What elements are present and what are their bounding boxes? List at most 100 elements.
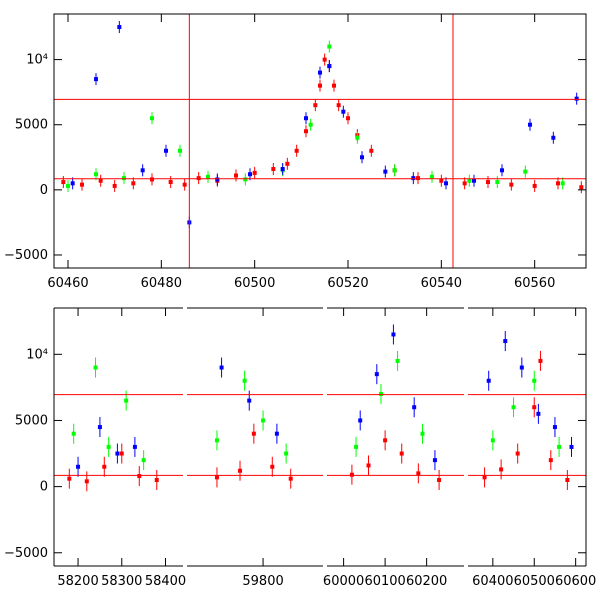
- data-marker: [336, 103, 341, 108]
- data-point: [332, 79, 336, 92]
- data-marker: [182, 182, 187, 187]
- data-marker: [416, 471, 421, 476]
- data-marker: [569, 444, 574, 449]
- data-point: [366, 455, 371, 476]
- data-marker: [354, 444, 359, 449]
- data-point: [579, 181, 584, 194]
- data-point: [391, 324, 396, 345]
- data-marker: [523, 169, 528, 174]
- data-point: [532, 179, 537, 192]
- data-marker: [420, 431, 425, 436]
- data-point: [196, 172, 201, 185]
- data-marker: [270, 464, 275, 469]
- data-marker: [532, 405, 537, 410]
- data-point: [532, 370, 537, 391]
- data-marker: [137, 474, 142, 479]
- data-point: [360, 151, 364, 164]
- data-marker: [234, 173, 238, 178]
- axis-segment: 59800: [187, 307, 323, 589]
- data-marker: [574, 96, 579, 101]
- data-point: [383, 430, 388, 451]
- data-marker: [430, 174, 434, 179]
- data-marker: [132, 444, 137, 449]
- data-marker: [214, 438, 219, 443]
- data-point: [288, 468, 293, 489]
- data-point: [439, 174, 444, 187]
- data-point: [164, 144, 168, 157]
- data-marker: [383, 169, 388, 174]
- data-marker: [548, 458, 553, 463]
- series-red: [67, 443, 159, 492]
- data-marker: [467, 178, 472, 183]
- data-point: [532, 397, 537, 418]
- data-point: [238, 460, 243, 481]
- data-point: [437, 470, 442, 490]
- data-marker: [509, 182, 514, 187]
- data-point: [499, 459, 504, 480]
- data-point: [215, 173, 220, 186]
- data-point: [141, 450, 146, 471]
- x-tick-label: 60520: [327, 276, 368, 291]
- data-point: [500, 164, 504, 177]
- series-green: [71, 357, 146, 471]
- data-marker: [106, 444, 111, 449]
- data-marker: [482, 475, 487, 480]
- data-marker: [61, 180, 66, 185]
- data-marker: [119, 451, 124, 456]
- data-marker: [432, 458, 437, 463]
- data-marker: [80, 182, 84, 187]
- data-point: [430, 170, 434, 183]
- data-point: [80, 178, 84, 191]
- data-marker: [346, 116, 350, 121]
- axis-segment: 60400 60500 60600: [468, 307, 596, 589]
- data-marker: [528, 122, 532, 127]
- data-marker: [327, 64, 332, 69]
- y-tick-label: 5000: [15, 118, 48, 133]
- data-point: [444, 177, 448, 190]
- top-panel: 60460 60480 60500 60520 60540 60560 −5000 0 5000…: [4, 13, 587, 291]
- data-point: [93, 357, 98, 378]
- data-point: [378, 384, 383, 404]
- data-marker: [66, 183, 70, 188]
- series-green: [354, 350, 425, 457]
- data-marker: [515, 451, 520, 456]
- data-point: [66, 179, 70, 192]
- data-marker: [247, 398, 252, 403]
- data-marker: [500, 168, 504, 173]
- data-point: [528, 118, 532, 131]
- data-marker: [560, 181, 565, 186]
- data-marker: [579, 185, 584, 190]
- data-marker: [411, 176, 416, 181]
- data-marker: [219, 365, 224, 370]
- series-green: [490, 370, 562, 457]
- data-point: [399, 443, 404, 464]
- data-marker: [150, 116, 154, 121]
- data-marker: [565, 478, 570, 482]
- x-tick-label: 59800: [242, 574, 283, 589]
- data-point: [271, 163, 276, 176]
- data-marker: [392, 168, 397, 173]
- data-marker: [98, 178, 103, 183]
- data-point: [234, 169, 238, 182]
- y-tick-label: −5000: [4, 546, 48, 561]
- series-blue: [486, 331, 574, 457]
- y-tick-label: 0: [40, 183, 48, 198]
- data-marker: [84, 479, 89, 484]
- data-point: [358, 410, 363, 431]
- data-marker: [214, 475, 219, 480]
- series-red: [349, 430, 442, 490]
- data-marker: [141, 458, 146, 463]
- data-point: [112, 179, 117, 192]
- series-blue: [219, 357, 279, 444]
- data-marker: [437, 478, 442, 482]
- data-marker: [238, 468, 243, 473]
- data-marker: [556, 181, 560, 186]
- data-point: [503, 331, 508, 352]
- data-point: [304, 112, 308, 125]
- data-marker: [243, 177, 248, 182]
- data-point: [462, 177, 467, 190]
- x-tick-label: 60000: [323, 574, 364, 589]
- data-point: [243, 173, 248, 186]
- data-point: [515, 443, 520, 464]
- data-point: [150, 173, 154, 186]
